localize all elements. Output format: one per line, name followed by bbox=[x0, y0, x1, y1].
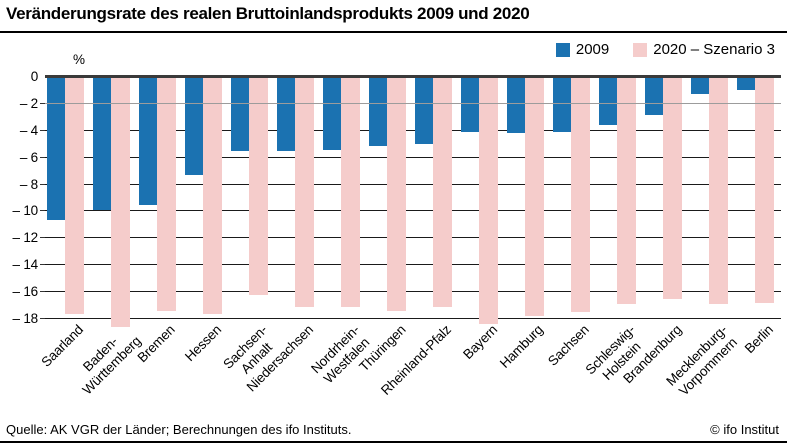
bar-2009-mecklenburg-vorpommern bbox=[691, 77, 709, 95]
bar-2020-szenario-3-bayern bbox=[479, 77, 498, 325]
gridline-minus-8 bbox=[45, 183, 781, 185]
gridline-minus-16 bbox=[45, 291, 781, 293]
gridline-minus-12 bbox=[45, 237, 781, 239]
source-note: Quelle: AK VGR der Länder; Berechnungen … bbox=[6, 422, 352, 437]
gridline-minus-18 bbox=[45, 318, 781, 319]
y-tick-mark bbox=[40, 237, 45, 239]
bar-2009-berlin bbox=[737, 77, 755, 91]
bar-2020-szenario-3-mecklenburg-vorpommern bbox=[709, 77, 728, 305]
bar-2009-hamburg bbox=[507, 77, 525, 134]
y-tick-label: 0 bbox=[30, 69, 39, 84]
bar-2009-rheinland-pfalz bbox=[415, 77, 433, 145]
y-tick-label: – 14 bbox=[12, 257, 39, 273]
gridline-minus-4 bbox=[45, 129, 781, 131]
y-tick-label: – 4 bbox=[19, 122, 38, 138]
bar-2009-sachsen-anhalt bbox=[231, 77, 249, 151]
bar-2009-sachsen bbox=[553, 77, 571, 133]
x-axis-label-bayern: Bayern bbox=[460, 322, 501, 363]
bar-2020-szenario-3-bremen bbox=[157, 77, 176, 311]
copyright-note: © ifo Institut bbox=[710, 422, 779, 437]
bar-2020-szenario-3-niedersachsen bbox=[295, 77, 314, 307]
bar-2020-szenario-3-sachsen-anhalt bbox=[249, 77, 268, 295]
y-tick-label: – 10 bbox=[12, 203, 39, 219]
zero-axis-line bbox=[45, 75, 781, 78]
bar-2009-baden-w-rttemberg bbox=[93, 77, 111, 211]
legend: 2009 2020 – Szenario 3 bbox=[555, 41, 775, 58]
y-tick-label: – 6 bbox=[19, 149, 38, 165]
bar-2009-brandenburg bbox=[645, 77, 663, 115]
bar-2020-szenario-3-sachsen bbox=[571, 77, 590, 313]
y-tick-label: – 18 bbox=[12, 311, 39, 326]
x-axis-labels: Saarland Baden- Württemberg Bremen Hessen Sac… bbox=[38, 322, 781, 432]
y-tick-label: – 16 bbox=[12, 284, 39, 300]
gridline-minus-14 bbox=[45, 264, 781, 266]
gridline-minus-10 bbox=[45, 210, 781, 212]
bottom-border bbox=[0, 441, 787, 443]
y-tick-mark bbox=[40, 129, 45, 131]
bar-2009-bayern bbox=[461, 77, 479, 133]
y-tick-mark bbox=[40, 318, 45, 319]
bar-2020-szenario-3-th-ringen bbox=[387, 77, 406, 311]
y-axis-unit-label: % bbox=[73, 52, 86, 67]
legend-swatch-2009-icon bbox=[555, 42, 570, 57]
bar-2020-szenario-3-schleswig-holstein bbox=[617, 77, 636, 305]
bar-2009-schleswig-holstein bbox=[599, 77, 617, 126]
plot-area bbox=[40, 75, 781, 328]
legend-label: 2009 bbox=[575, 41, 610, 58]
legend-item-2020: 2020 – Szenario 3 bbox=[633, 41, 775, 58]
x-axis-label-berlin: Berlin bbox=[741, 322, 777, 357]
bar-2009-hessen bbox=[185, 77, 203, 176]
bar-2020-szenario-3-berlin bbox=[755, 77, 774, 303]
bar-2009-saarland bbox=[47, 77, 65, 220]
bar-2020-szenario-3-hessen bbox=[203, 77, 222, 314]
title-divider bbox=[0, 31, 787, 33]
bar-2020-szenario-3-brandenburg bbox=[663, 77, 682, 299]
y-tick-label: – 8 bbox=[19, 176, 38, 192]
bar-2020-szenario-3-saarland bbox=[65, 77, 84, 314]
y-axis-tick-labels: 0 – 2 – 4 – 6 – 8 – 10 – 12 – 14 – 16 – 18 bbox=[0, 69, 39, 326]
y-tick-label: – 12 bbox=[12, 230, 39, 246]
bar-2020-szenario-3-hamburg bbox=[525, 77, 544, 317]
gridline-minus-2 bbox=[45, 102, 781, 104]
y-tick-mark bbox=[40, 210, 45, 212]
legend-label: 2020 – Szenario 3 bbox=[653, 41, 775, 58]
bar-2020-szenario-3-nordrhein-westfalen bbox=[341, 77, 360, 307]
page-title: Veränderungsrate des realen Bruttoinland… bbox=[6, 4, 530, 23]
y-tick-mark bbox=[40, 102, 45, 104]
y-tick-mark bbox=[40, 264, 45, 266]
y-tick-label: – 2 bbox=[19, 95, 38, 111]
y-tick-mark bbox=[40, 156, 45, 158]
x-axis-label-hamburg: Hamburg bbox=[497, 322, 547, 371]
bar-2020-szenario-3-baden-w-rttemberg bbox=[111, 77, 130, 328]
bar-2009-nordrhein-westfalen bbox=[323, 77, 341, 150]
legend-swatch-2020-icon bbox=[633, 42, 648, 57]
legend-item-2009: 2009 bbox=[555, 41, 610, 58]
y-tick-mark bbox=[40, 291, 45, 293]
bar-2020-szenario-3-rheinland-pfalz bbox=[433, 77, 452, 307]
x-axis-label-hessen: Hessen bbox=[181, 322, 225, 365]
bar-2009-th-ringen bbox=[369, 77, 387, 146]
bar-2009-bremen bbox=[139, 77, 157, 205]
y-tick-mark bbox=[40, 183, 45, 185]
bar-2009-niedersachsen bbox=[277, 77, 295, 151]
gridline-minus-6 bbox=[45, 156, 781, 158]
